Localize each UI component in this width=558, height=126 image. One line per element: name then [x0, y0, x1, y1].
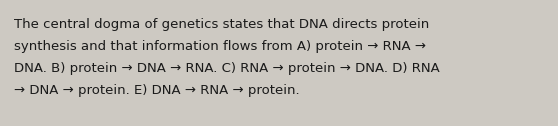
- Text: DNA. B) protein → DNA → RNA. C) RNA → protein → DNA. D) RNA: DNA. B) protein → DNA → RNA. C) RNA → pr…: [14, 62, 440, 75]
- Text: synthesis and that information flows from A) protein → RNA →: synthesis and that information flows fro…: [14, 40, 426, 53]
- Text: → DNA → protein. E) DNA → RNA → protein.: → DNA → protein. E) DNA → RNA → protein.: [14, 84, 300, 97]
- Text: The central dogma of genetics states that DNA directs protein: The central dogma of genetics states tha…: [14, 18, 429, 31]
